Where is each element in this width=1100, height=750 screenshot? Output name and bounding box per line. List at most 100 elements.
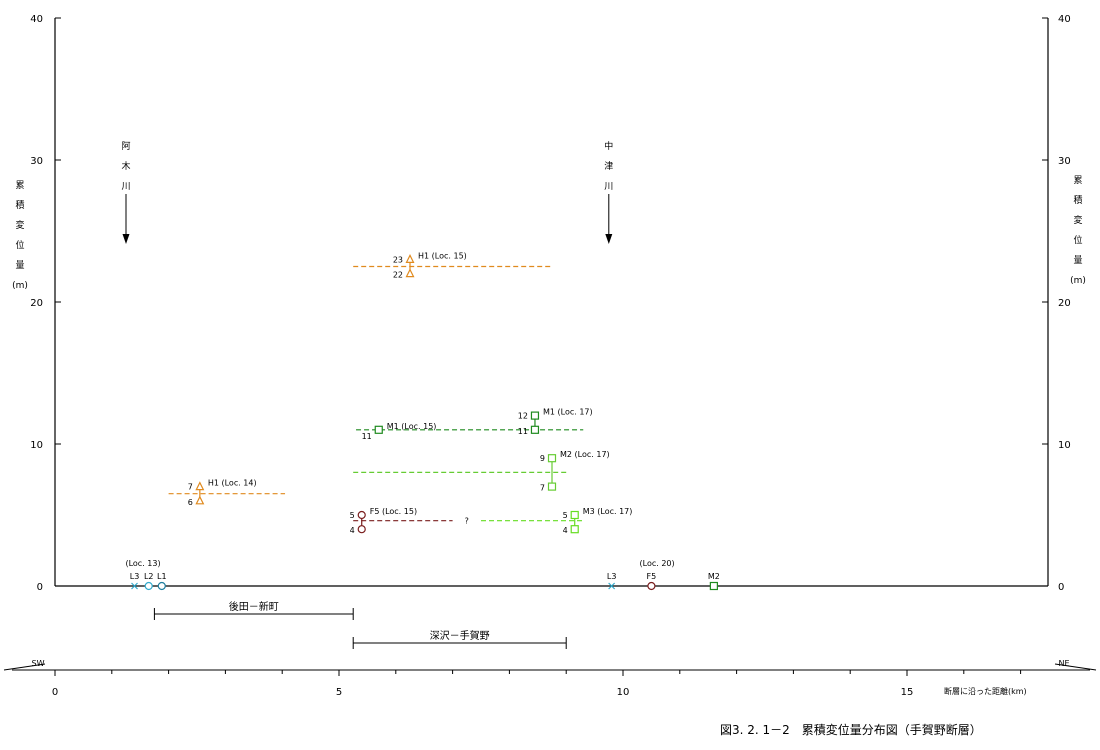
location-label: (Loc. 17) (558, 408, 593, 417)
river-label-char: 中 (604, 140, 613, 152)
value-label-max: 7 (188, 483, 193, 492)
zero-point-marker (608, 582, 616, 590)
y-axis-label-char-right: 累 (1073, 175, 1082, 186)
surface-label: M1 (Loc. 17) (543, 408, 593, 417)
x-tick-label: 0 (52, 687, 58, 698)
x-tick-label: 15 (901, 687, 914, 698)
zero-point-label: L2 (144, 572, 154, 581)
sw-arrow (3, 663, 46, 671)
section-label: 深沢－手賀野 (430, 629, 490, 642)
location-label: (Loc. 14) (221, 479, 256, 488)
value-label-max: 12 (518, 412, 528, 421)
y-axis-label-char: 変 (15, 219, 24, 231)
marker-max (374, 425, 383, 434)
value-label-max: 9 (540, 454, 545, 463)
value-label-min: 6 (188, 498, 193, 507)
y-tick-label-right: 0 (1058, 582, 1064, 593)
river-arrow-head (122, 234, 130, 244)
y-tick-label-right: 40 (1058, 14, 1071, 25)
zero-point-marker (709, 581, 718, 591)
surface-label: H1 (Loc. 15) (418, 251, 467, 260)
river-label-char: 川 (121, 182, 130, 192)
zero-point-marker (647, 581, 656, 591)
y-tick-label-left: 20 (30, 298, 43, 309)
marker-min (405, 268, 415, 278)
value-label-min: 11 (518, 427, 528, 436)
axes (3, 17, 1097, 676)
zero-point-marker (157, 581, 166, 591)
surface-label: M3 (Loc. 17) (583, 507, 633, 516)
zero-point-marker (144, 581, 153, 591)
river-label-char: 川 (604, 182, 613, 192)
surface-label: M1 (Loc. 15) (387, 422, 437, 431)
direction-ne: NE (1058, 659, 1069, 668)
value-label-max: 23 (393, 255, 403, 264)
location-label: (Loc. 15) (382, 507, 417, 516)
zero-point-label: M2 (708, 572, 720, 581)
measurement-marks (131, 254, 718, 591)
zero-point-label: L3 (130, 572, 140, 581)
surface-label: F5 (Loc. 15) (370, 507, 417, 516)
value-label-min: 4 (563, 526, 568, 535)
y-tick-label-left: 10 (30, 440, 43, 451)
value-label-min: 7 (540, 484, 545, 493)
y-tick-label-left: 30 (30, 156, 43, 167)
y-tick-label-left: 0 (37, 582, 43, 593)
y-axis-label-char-right: 位 (1073, 234, 1082, 246)
y-tick-label-right: 30 (1058, 156, 1071, 167)
x-tick-label: 5 (336, 687, 342, 698)
location-label: (Loc. 17) (597, 507, 632, 516)
value-label-min: 22 (393, 271, 403, 280)
marker-max (530, 411, 540, 420)
marker-max (547, 454, 557, 463)
marker-max (195, 481, 205, 491)
zero-point-label: F5 (647, 572, 657, 581)
zero-group-location: (Loc. 20) (640, 559, 675, 568)
marker-max (570, 510, 579, 520)
x-tick-label: 10 (617, 687, 630, 698)
marker-max (405, 254, 415, 263)
x-axis-label: 断層に沿った距離(km) (944, 686, 1027, 696)
river-label-char: 阿 (121, 141, 130, 152)
y-tick-label-right: 10 (1058, 440, 1071, 451)
y-axis-label-char-right: 変 (1073, 214, 1082, 226)
surface-label: M2 (Loc. 17) (560, 450, 610, 459)
range-lines (168, 265, 584, 522)
y-axis-label-char: 量 (15, 260, 24, 271)
zero-group-location: (Loc. 13) (125, 559, 160, 568)
value-label-max: 5 (563, 511, 568, 520)
y-axis-label-char-right: 量 (1073, 255, 1082, 266)
ne-arrow (1054, 663, 1097, 671)
y-axis-label-char: 累 (15, 180, 24, 191)
marker-min (357, 525, 366, 534)
y-axis-label-char: 位 (15, 239, 24, 251)
y-axis-label-char: (m) (12, 281, 28, 291)
river-label-char: 木 (121, 160, 130, 172)
surface-label: H1 (Loc. 14) (208, 479, 257, 488)
zero-point-marker (131, 582, 138, 590)
value-label-min: 4 (350, 526, 355, 535)
value-label-max: 5 (350, 511, 355, 520)
y-tick-label-right: 20 (1058, 298, 1071, 309)
location-label: (Loc. 17) (575, 450, 610, 459)
y-axis-label-char: 積 (15, 199, 24, 211)
river-arrow-head (605, 234, 613, 244)
marker-min (195, 495, 205, 505)
marker-min (547, 482, 557, 491)
location-label: (Loc. 15) (401, 422, 436, 431)
zero-point-label: L3 (607, 572, 617, 581)
uncertain-mark: ? (465, 517, 469, 526)
zero-point-label: L1 (157, 572, 167, 581)
y-axis-label-char-right: 積 (1073, 194, 1082, 206)
marker-max (357, 510, 366, 520)
y-tick-label-left: 40 (30, 14, 43, 25)
value-label-min: 11 (362, 432, 372, 441)
y-axis-label-char-right: (m) (1070, 276, 1086, 286)
marker-min (530, 425, 540, 434)
river-label-char: 津 (604, 161, 613, 172)
marker-min (570, 525, 579, 534)
direction-sw: SW (32, 659, 45, 668)
section-label: 後田－新町 (229, 600, 279, 613)
